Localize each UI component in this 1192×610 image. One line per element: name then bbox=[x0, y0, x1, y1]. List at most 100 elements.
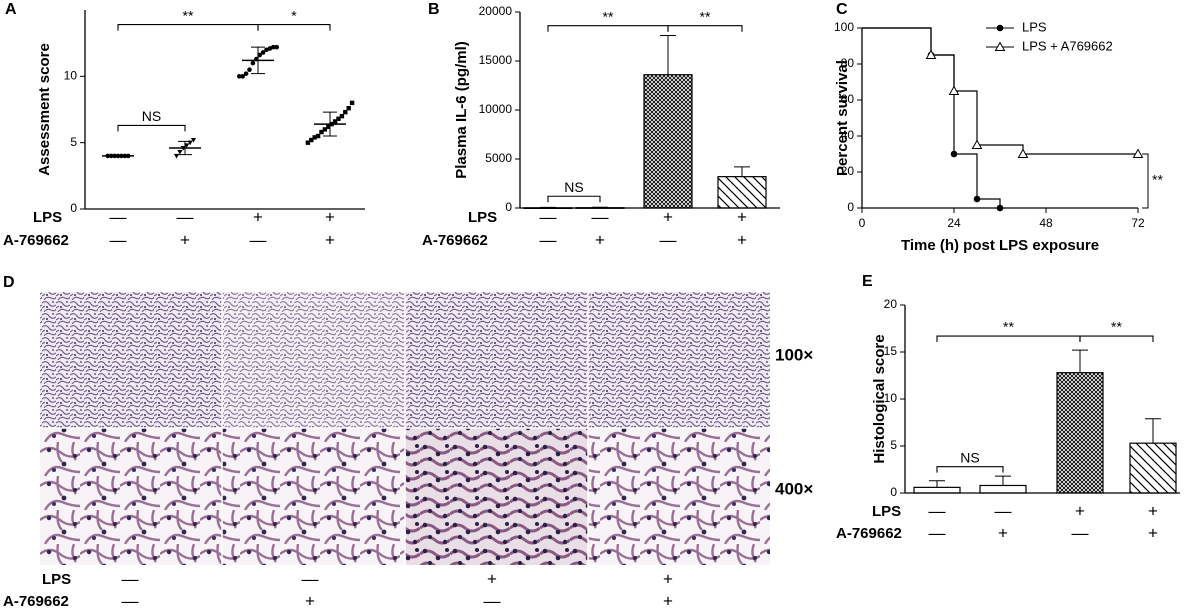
error-bar bbox=[734, 166, 750, 177]
image-100x-3 bbox=[405, 292, 588, 428]
condition-sign: + bbox=[180, 230, 190, 249]
significance-bracket bbox=[936, 335, 1081, 343]
condition-sign: — bbox=[250, 230, 267, 249]
data-point bbox=[925, 49, 937, 59]
error-bar bbox=[1072, 349, 1088, 373]
condition-label: LPS bbox=[872, 503, 901, 520]
significance-bracket bbox=[117, 24, 259, 31]
data-point bbox=[177, 149, 183, 155]
condition-sign: + bbox=[305, 591, 315, 610]
image-400x-2 bbox=[222, 428, 405, 565]
error-bar bbox=[323, 111, 337, 137]
y-axis-label: Histological score bbox=[871, 334, 888, 463]
condition-sign: — bbox=[1072, 523, 1089, 542]
significance-label: NS bbox=[564, 179, 583, 195]
legend-marker bbox=[994, 41, 1006, 51]
y-tick-label: 5 bbox=[890, 438, 897, 452]
significance-bracket bbox=[667, 25, 743, 32]
x-tick-label: 0 bbox=[859, 216, 866, 230]
data-point bbox=[309, 137, 314, 143]
significance-label: ** bbox=[1003, 319, 1014, 335]
y-tick-label: 0 bbox=[847, 200, 854, 214]
condition-sign: + bbox=[1148, 501, 1158, 520]
image-100x-2 bbox=[222, 292, 405, 428]
data-point bbox=[274, 44, 280, 50]
error-bar bbox=[995, 475, 1011, 486]
y-axis-label: Assessment score bbox=[36, 43, 53, 176]
bar bbox=[1129, 442, 1177, 494]
condition-sign: — bbox=[995, 501, 1012, 520]
condition-label: LPS bbox=[33, 209, 62, 226]
condition-sign: + bbox=[737, 230, 747, 249]
data-point bbox=[312, 135, 317, 140]
data-point bbox=[240, 74, 245, 79]
bar bbox=[717, 176, 767, 209]
y-tick-label: 60 bbox=[841, 92, 855, 106]
x-axis-label: Time (h) post LPS exposure bbox=[901, 237, 1099, 254]
y-tick-label: 20 bbox=[841, 164, 855, 178]
error-bar bbox=[1145, 418, 1161, 444]
data-point bbox=[950, 150, 958, 158]
condition-sign: + bbox=[253, 207, 263, 226]
condition-label: LPS bbox=[42, 571, 71, 588]
image-100x-4 bbox=[588, 292, 770, 428]
y-tick-label: 15 bbox=[884, 344, 898, 358]
y-tick-label: 80 bbox=[841, 56, 855, 70]
data-point bbox=[247, 67, 252, 72]
data-point bbox=[343, 109, 348, 115]
y-tick-label: 10 bbox=[884, 391, 898, 405]
data-point bbox=[319, 129, 324, 135]
error-bar bbox=[178, 140, 192, 156]
condition-sign: — bbox=[302, 569, 319, 588]
x-tick-label: 72 bbox=[1131, 216, 1145, 230]
significance-bracket bbox=[1079, 335, 1154, 343]
condition-label: A-769662 bbox=[422, 232, 488, 249]
significance-label: ** bbox=[603, 8, 614, 24]
condition-sign: — bbox=[540, 207, 557, 226]
y-axis-label: Plasma IL-6 (pg/ml) bbox=[453, 41, 470, 179]
significance-label: * bbox=[291, 7, 297, 23]
y-tick-label: 0 bbox=[890, 485, 897, 499]
condition-sign: + bbox=[663, 207, 673, 226]
image-400x-1 bbox=[40, 428, 222, 565]
data-point bbox=[332, 119, 338, 124]
data-point bbox=[250, 60, 256, 66]
significance-bracket bbox=[1142, 153, 1149, 209]
data-point bbox=[1132, 148, 1144, 158]
condition-sign: + bbox=[487, 569, 497, 588]
condition-sign: — bbox=[177, 207, 194, 226]
data-point bbox=[346, 105, 351, 111]
error-bar bbox=[111, 154, 125, 158]
data-point bbox=[971, 139, 983, 149]
data-point bbox=[322, 127, 328, 132]
data-point bbox=[271, 44, 276, 50]
condition-sign: + bbox=[1075, 501, 1085, 520]
y-tick-label: 40 bbox=[841, 128, 855, 142]
y-tick-label: 20000 bbox=[479, 4, 513, 18]
data-point bbox=[315, 133, 321, 139]
condition-sign: — bbox=[484, 591, 501, 610]
x-tick-label: 48 bbox=[1039, 216, 1053, 230]
data-point bbox=[173, 153, 180, 159]
condition-sign: + bbox=[998, 523, 1008, 542]
bar bbox=[913, 486, 961, 494]
condition-sign: + bbox=[663, 591, 673, 610]
significance-label: ** bbox=[1152, 172, 1163, 188]
data-point bbox=[257, 52, 263, 58]
condition-sign: + bbox=[737, 207, 747, 226]
y-tick-label: 0 bbox=[505, 200, 512, 214]
bar bbox=[1056, 372, 1104, 494]
significance-bracket bbox=[547, 195, 601, 203]
magnification: 100× bbox=[775, 345, 813, 364]
panel-letter: A bbox=[5, 1, 17, 18]
legend-marker bbox=[996, 24, 1004, 32]
significance-label: NS bbox=[960, 449, 979, 465]
condition-sign: — bbox=[592, 207, 609, 226]
error-bar bbox=[251, 46, 265, 75]
y-tick-label: 15000 bbox=[479, 53, 513, 67]
data-point bbox=[326, 124, 331, 129]
significance-label: ** bbox=[183, 7, 194, 23]
magnification: 400× bbox=[775, 479, 813, 498]
data-point bbox=[948, 85, 960, 95]
